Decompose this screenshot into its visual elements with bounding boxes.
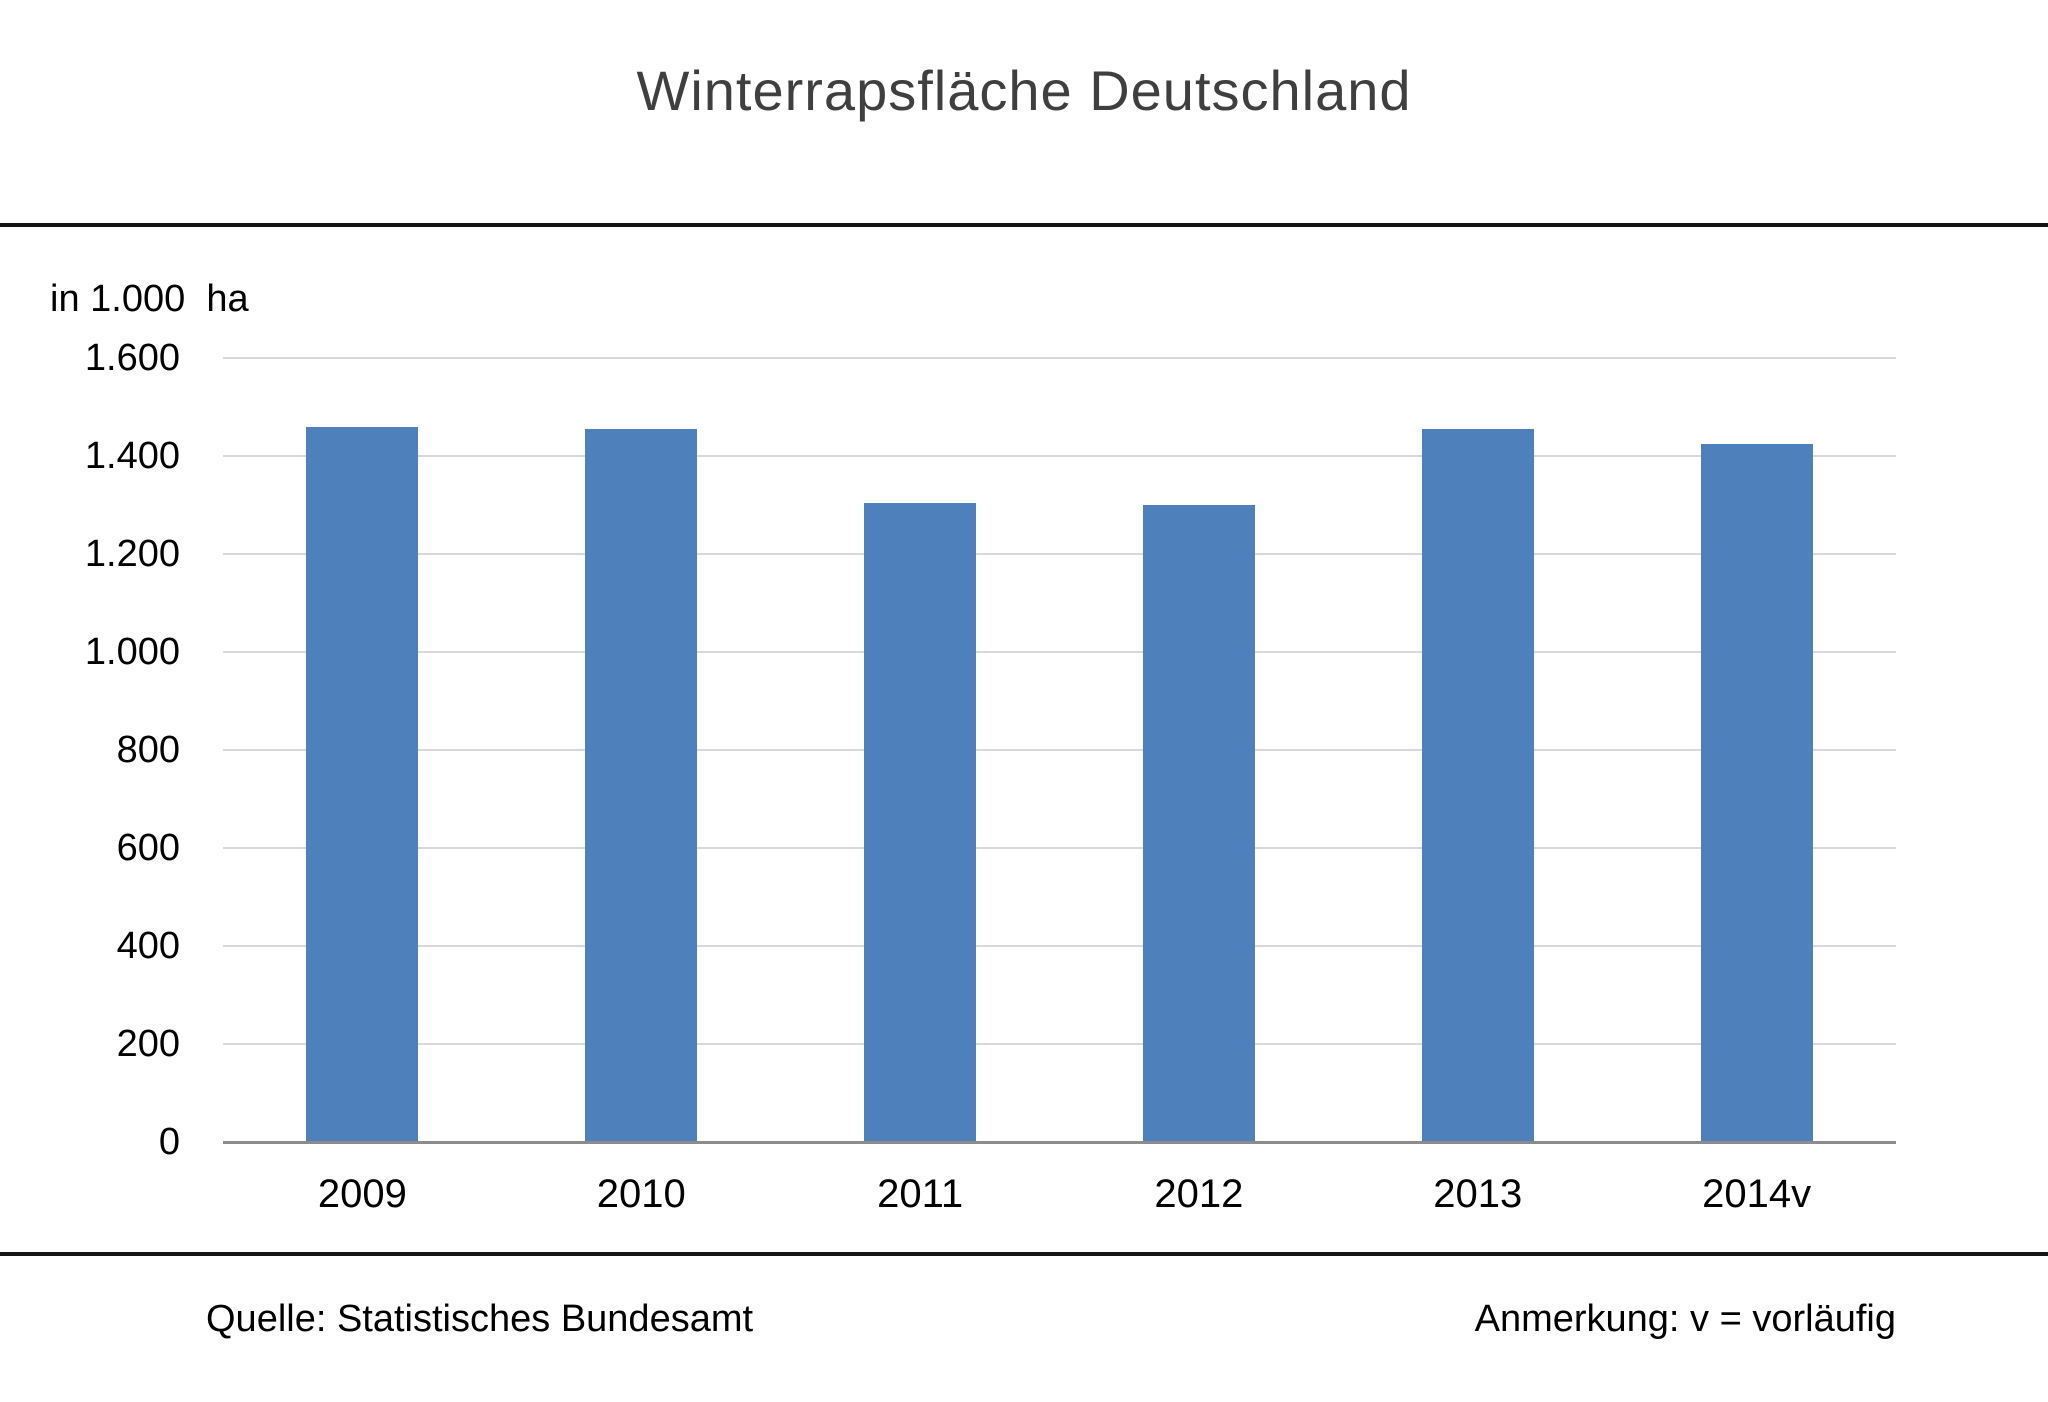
bottom-divider-line xyxy=(0,1252,2048,1256)
gridline-1.000 xyxy=(223,651,1896,653)
top-divider-line xyxy=(0,223,2048,227)
y-axis-unit-label: in 1.000 ha xyxy=(50,278,249,320)
y-axis-tick-label-600: 600 xyxy=(116,827,180,869)
gridline-400 xyxy=(223,945,1896,947)
bar-2009 xyxy=(306,426,419,1142)
bar-2013 xyxy=(1421,429,1534,1142)
bar-2010 xyxy=(585,429,698,1142)
gridline-800 xyxy=(223,749,1896,751)
y-axis-tick-label-1.600: 1.600 xyxy=(84,337,180,379)
gridline-1.200 xyxy=(223,553,1896,555)
y-axis-tick-label-1.000: 1.000 xyxy=(84,631,180,673)
x-axis-tick-label-2010: 2010 xyxy=(596,1172,686,1216)
gridline-600 xyxy=(223,847,1896,849)
y-axis-tick-label-1.200: 1.200 xyxy=(84,533,180,575)
x-axis-tick-label-2013: 2013 xyxy=(1433,1172,1523,1216)
annotation-note: Anmerkung: v = vorläufig xyxy=(1474,1298,1896,1340)
x-axis-tick-label-2009: 2009 xyxy=(317,1172,407,1216)
gridline-1.400 xyxy=(223,455,1896,457)
x-axis-tick-label-2014v: 2014v xyxy=(1702,1172,1812,1216)
y-axis-tick-label-1.400: 1.400 xyxy=(84,435,180,477)
gridline-200 xyxy=(223,1043,1896,1045)
y-axis-tick-label-400: 400 xyxy=(116,925,180,967)
bar-2011 xyxy=(864,502,977,1142)
y-axis-tick-label-0: 0 xyxy=(158,1121,180,1163)
x-axis-tick-label-2012: 2012 xyxy=(1154,1172,1244,1216)
x-axis-tick-label-2011: 2011 xyxy=(877,1172,964,1216)
y-axis-tick-label-200: 200 xyxy=(116,1023,180,1065)
x-axis-line xyxy=(223,1141,1896,1144)
bar-2014v xyxy=(1700,443,1813,1142)
chart-title: Winterrapsfläche Deutschland xyxy=(636,59,1412,122)
source-note: Quelle: Statistisches Bundesamt xyxy=(206,1298,754,1340)
bar-2012 xyxy=(1142,505,1255,1142)
gridline-1.600 xyxy=(223,357,1896,359)
y-axis-tick-label-800: 800 xyxy=(116,729,180,771)
